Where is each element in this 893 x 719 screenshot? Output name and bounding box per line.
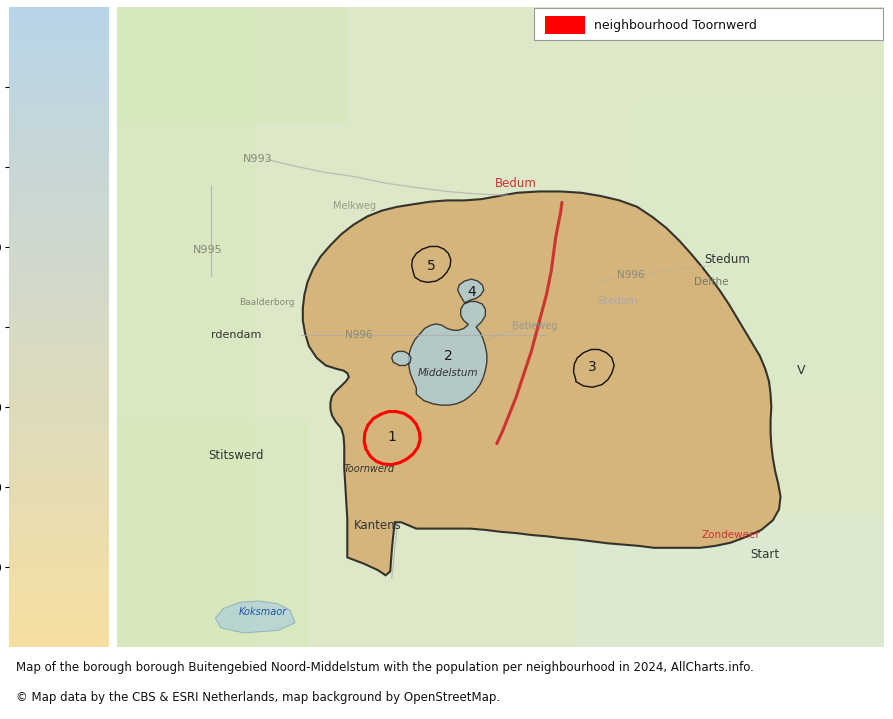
Bar — [117, 7, 255, 647]
Text: Zondeweer: Zondeweer — [701, 530, 760, 540]
Text: 5: 5 — [427, 260, 436, 273]
Text: Kantens: Kantens — [355, 519, 402, 532]
Text: N996: N996 — [345, 330, 372, 340]
Text: © Map data by the CBS & ESRI Netherlands, map background by OpenStreetMap.: © Map data by the CBS & ESRI Netherlands… — [16, 691, 500, 704]
Text: Stedum: Stedum — [597, 296, 638, 306]
Text: neighbourhood Toornwerd: neighbourhood Toornwerd — [594, 19, 757, 32]
Text: Baalderborg: Baalderborg — [239, 298, 295, 307]
Text: rdendam: rdendam — [211, 330, 262, 340]
FancyBboxPatch shape — [534, 9, 882, 40]
Polygon shape — [303, 191, 780, 575]
Text: Stedum: Stedum — [704, 253, 750, 267]
Bar — [117, 7, 347, 122]
Text: V: V — [797, 364, 805, 377]
Polygon shape — [392, 352, 411, 365]
Bar — [638, 103, 884, 391]
Text: Betleweg: Betleweg — [513, 321, 558, 331]
Text: Bedum: Bedum — [495, 177, 537, 190]
Polygon shape — [215, 601, 296, 633]
Text: 2: 2 — [444, 349, 453, 363]
Text: Start: Start — [751, 548, 780, 561]
Bar — [117, 423, 309, 647]
Text: N993: N993 — [243, 155, 272, 165]
Polygon shape — [458, 279, 484, 303]
Text: Middelstum: Middelstum — [418, 368, 479, 378]
Text: 3: 3 — [588, 360, 597, 374]
Text: 1: 1 — [388, 430, 396, 444]
Text: Stitswerd: Stitswerd — [208, 449, 263, 462]
Bar — [545, 16, 585, 34]
Text: Map of the borough borough Buitengebied Noord-Middelstum with the population per: Map of the borough borough Buitengebied … — [16, 661, 754, 674]
Text: N996: N996 — [617, 270, 645, 280]
Text: Melkweg: Melkweg — [333, 201, 377, 211]
Text: Toornwerd: Toornwerd — [343, 464, 395, 474]
Text: Koksmaor: Koksmaor — [238, 607, 287, 617]
Polygon shape — [409, 301, 487, 405]
Text: 4: 4 — [467, 285, 476, 299]
Text: Delthe: Delthe — [694, 278, 729, 288]
Text: N995: N995 — [193, 245, 222, 255]
Bar — [578, 519, 884, 647]
